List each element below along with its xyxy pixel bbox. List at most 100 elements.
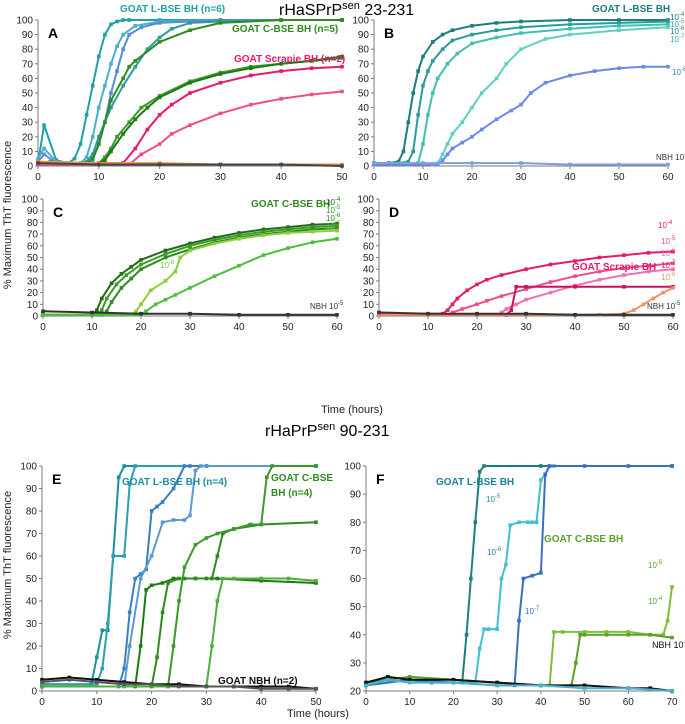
data-point xyxy=(521,576,526,581)
y-tick-label: 30 xyxy=(22,118,34,129)
data-point xyxy=(90,152,95,157)
data-point xyxy=(139,262,143,267)
data-point xyxy=(153,302,158,307)
data-point xyxy=(525,520,530,525)
data-point xyxy=(340,64,344,69)
data-point xyxy=(177,599,181,603)
data-point xyxy=(177,682,181,687)
data-point xyxy=(169,26,174,31)
data-point xyxy=(455,296,460,301)
x-tick-label: 30 xyxy=(201,697,213,708)
data-point xyxy=(188,286,192,290)
data-point xyxy=(163,255,168,260)
x-tick-label: 10 xyxy=(86,322,98,333)
data-point xyxy=(524,267,528,271)
data-point xyxy=(121,132,125,136)
data-point xyxy=(460,120,464,124)
data-point xyxy=(90,156,95,161)
data-point xyxy=(646,251,651,255)
data-point xyxy=(548,262,553,267)
x-tick-label: 10 xyxy=(93,172,105,183)
y-tick-label: 60 xyxy=(27,241,39,252)
data-point xyxy=(671,261,675,266)
series-line-e-2 xyxy=(42,465,316,688)
x-tick-label: 30 xyxy=(215,172,227,183)
data-point xyxy=(426,69,430,73)
y-tick-label: 0 xyxy=(31,687,37,698)
x-axis-label-top: Time (hours) xyxy=(321,404,383,416)
data-point xyxy=(138,572,143,576)
data-point xyxy=(133,576,137,581)
data-point xyxy=(188,513,192,518)
y-tick-label: 70 xyxy=(350,546,362,557)
data-point xyxy=(119,272,124,276)
series-line-c-0 xyxy=(43,222,338,316)
series-line-a-10 xyxy=(37,162,343,167)
data-point xyxy=(548,280,553,284)
data-point xyxy=(171,486,176,491)
x-tick-label: 50 xyxy=(579,697,591,708)
data-point xyxy=(115,44,119,49)
data-point xyxy=(473,680,478,685)
data-point xyxy=(212,238,217,242)
dilution-label: 10-6 xyxy=(487,547,502,557)
data-point xyxy=(95,308,99,312)
data-point xyxy=(499,294,504,298)
data-point xyxy=(473,520,478,525)
y-tick-label: 40 xyxy=(22,103,34,114)
data-point xyxy=(115,69,119,73)
data-point xyxy=(261,233,266,238)
data-point xyxy=(109,281,114,286)
data-point xyxy=(592,69,597,73)
data-point xyxy=(670,635,674,640)
data-point xyxy=(665,618,670,623)
data-point xyxy=(42,123,46,127)
y-tick-label: 30 xyxy=(350,658,362,669)
data-point xyxy=(451,677,456,682)
data-point xyxy=(494,28,499,33)
x-tick-label: 60 xyxy=(667,322,679,333)
data-point xyxy=(41,313,45,317)
data-point xyxy=(508,523,513,527)
data-point xyxy=(648,632,652,637)
y-tick-label: 10 xyxy=(363,300,375,311)
y-tick-label: 50 xyxy=(22,89,34,100)
data-point xyxy=(109,98,113,103)
data-point xyxy=(626,464,631,468)
series-line-e-3 xyxy=(42,465,316,688)
data-point xyxy=(480,127,484,132)
series-line-f-0 xyxy=(365,465,672,684)
data-point xyxy=(72,156,77,161)
data-point xyxy=(480,91,484,95)
y-tick-label: 90 xyxy=(27,206,39,217)
annotation-label: GOAT L-BSE BH (n=6) xyxy=(120,4,225,15)
data-point xyxy=(114,282,119,287)
data-point xyxy=(485,298,489,303)
series-line-f-1 xyxy=(365,465,672,687)
data-point xyxy=(543,80,548,85)
data-point xyxy=(133,64,138,69)
data-point xyxy=(310,229,315,234)
series-line-b-2 xyxy=(374,23,669,166)
data-point xyxy=(340,54,344,59)
data-point xyxy=(539,478,543,482)
data-point xyxy=(622,313,626,317)
data-point xyxy=(426,311,430,316)
data-point xyxy=(188,311,192,316)
data-point xyxy=(632,308,636,312)
annotation-label: GOAT L-BSE BH xyxy=(436,477,514,488)
data-point xyxy=(218,72,223,76)
x-tick-label: 50 xyxy=(613,172,625,183)
data-point xyxy=(160,500,165,504)
data-point xyxy=(157,35,162,40)
y-tick-label: 60 xyxy=(26,552,38,563)
data-point xyxy=(204,464,209,468)
data-point xyxy=(648,686,652,690)
data-point xyxy=(109,105,113,110)
annotation-label: GOAT C-BSE xyxy=(271,473,333,484)
y-tick-label: 40 xyxy=(27,265,39,276)
data-point xyxy=(163,297,168,302)
y-tick-label: 40 xyxy=(26,597,38,608)
data-point xyxy=(188,80,192,85)
